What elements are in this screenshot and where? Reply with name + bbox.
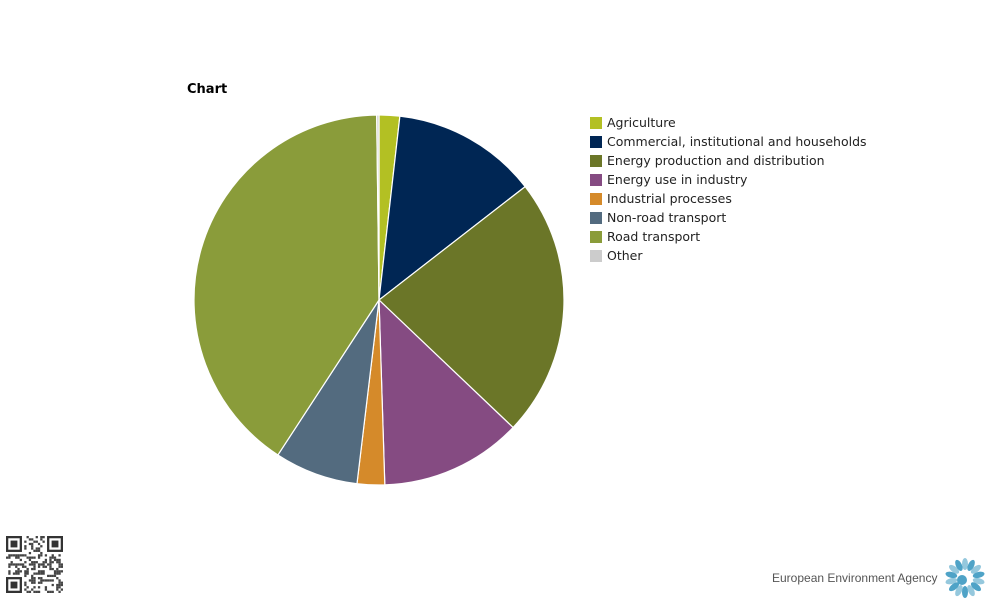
legend-swatch <box>590 135 602 148</box>
legend-label: Industrial processes <box>607 191 732 206</box>
pie-slice-other[interactable] <box>376 114 380 301</box>
legend-item[interactable]: Non-road transport <box>590 208 867 227</box>
legend-item[interactable]: Energy production and distribution <box>590 151 867 170</box>
legend-item[interactable]: Agriculture <box>590 113 867 132</box>
legend-swatch <box>590 116 602 129</box>
pie-slice-commercial-institutional-and-households[interactable] <box>378 115 527 302</box>
legend-swatch <box>590 192 602 205</box>
legend-item[interactable]: Commercial, institutional and households <box>590 132 867 151</box>
chart-legend: Agriculture Commercial, institutional and… <box>590 113 867 265</box>
legend-label: Energy production and distribution <box>607 153 825 168</box>
legend-item[interactable]: Road transport <box>590 227 867 246</box>
eea-branding: European Environment Agency <box>772 556 987 600</box>
legend-label: Non-road transport <box>607 210 727 225</box>
qr-code-icon <box>6 536 63 593</box>
legend-swatch <box>590 211 602 224</box>
legend-item[interactable]: Energy use in industry <box>590 170 867 189</box>
legend-swatch <box>590 249 602 262</box>
pie-slice-energy-use-in-industry[interactable] <box>378 298 514 486</box>
legend-label: Agriculture <box>607 115 676 130</box>
legend-item[interactable]: Industrial processes <box>590 189 867 208</box>
chart-title: Chart <box>187 82 228 97</box>
legend-item[interactable]: Other <box>590 246 867 265</box>
legend-label: Commercial, institutional and households <box>607 134 867 149</box>
pie-slice-road-transport[interactable] <box>193 114 380 456</box>
eea-logo-icon <box>945 558 985 598</box>
legend-label: Road transport <box>607 229 701 244</box>
legend-label: Other <box>607 248 643 263</box>
legend-label: Energy use in industry <box>607 172 748 187</box>
legend-swatch <box>590 173 602 186</box>
legend-swatch <box>590 154 602 167</box>
pie-slice-energy-production-and-distribution[interactable] <box>378 185 565 429</box>
legend-swatch <box>590 230 602 243</box>
eea-name: European Environment Agency <box>772 571 938 585</box>
